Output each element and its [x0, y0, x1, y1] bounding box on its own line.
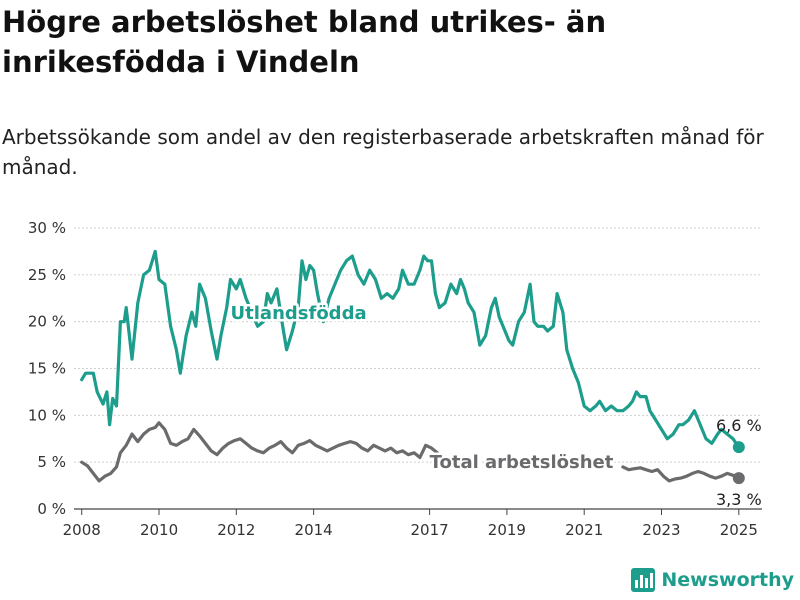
series-name-label: Utlandsfödda: [231, 303, 367, 324]
end-point-utlandsf-dda: [732, 441, 745, 454]
x-tick-label: 2010: [140, 521, 178, 539]
x-tick-label: 2012: [217, 521, 255, 539]
series-name-label: Total arbetslöshet: [430, 452, 614, 473]
y-tick-label: 10 %: [28, 406, 66, 424]
x-tick-label: 2017: [411, 521, 449, 539]
x-tick-label: 2025: [720, 521, 758, 539]
logo-text: Newsworthy: [661, 569, 794, 591]
y-tick-label: 20 %: [28, 313, 66, 331]
series-line-total-arbetsl-shet: [621, 465, 741, 483]
x-tick-label: 2014: [295, 521, 333, 539]
end-value-label: 6,6 %: [716, 416, 762, 435]
chart-subtitle: Arbetssökande som andel av den registerb…: [2, 125, 764, 179]
y-tick-label: 25 %: [28, 266, 66, 284]
end-point-total-arbetsl-shet: [732, 472, 745, 485]
line-chart: 0 % 5 % 10 % 15 % 20 % 25 % 30 % 2008 2010 2012 20…: [28, 219, 762, 539]
y-tick-label: 30 %: [28, 219, 66, 237]
series-line-total-arbetsl-shet: [80, 421, 439, 483]
x-tick-label: 2008: [63, 521, 101, 539]
x-tick-label: 2023: [642, 521, 680, 539]
end-value-label: 3,3 %: [716, 490, 762, 509]
y-tick-label: 15 %: [28, 360, 66, 378]
y-tick-label: 5 %: [37, 453, 66, 471]
x-tick-label: 2019: [488, 521, 526, 539]
series-line-utlandsf-dda: [80, 249, 741, 449]
y-tick-label: 0 %: [37, 500, 66, 518]
bar-chart-icon: [631, 568, 656, 592]
newsworthy-logo[interactable]: Newsworthy: [631, 566, 794, 594]
x-tick-label: 2021: [565, 521, 603, 539]
chart-title: Högre arbetslöshet bland utrikes- än inr…: [2, 5, 607, 79]
